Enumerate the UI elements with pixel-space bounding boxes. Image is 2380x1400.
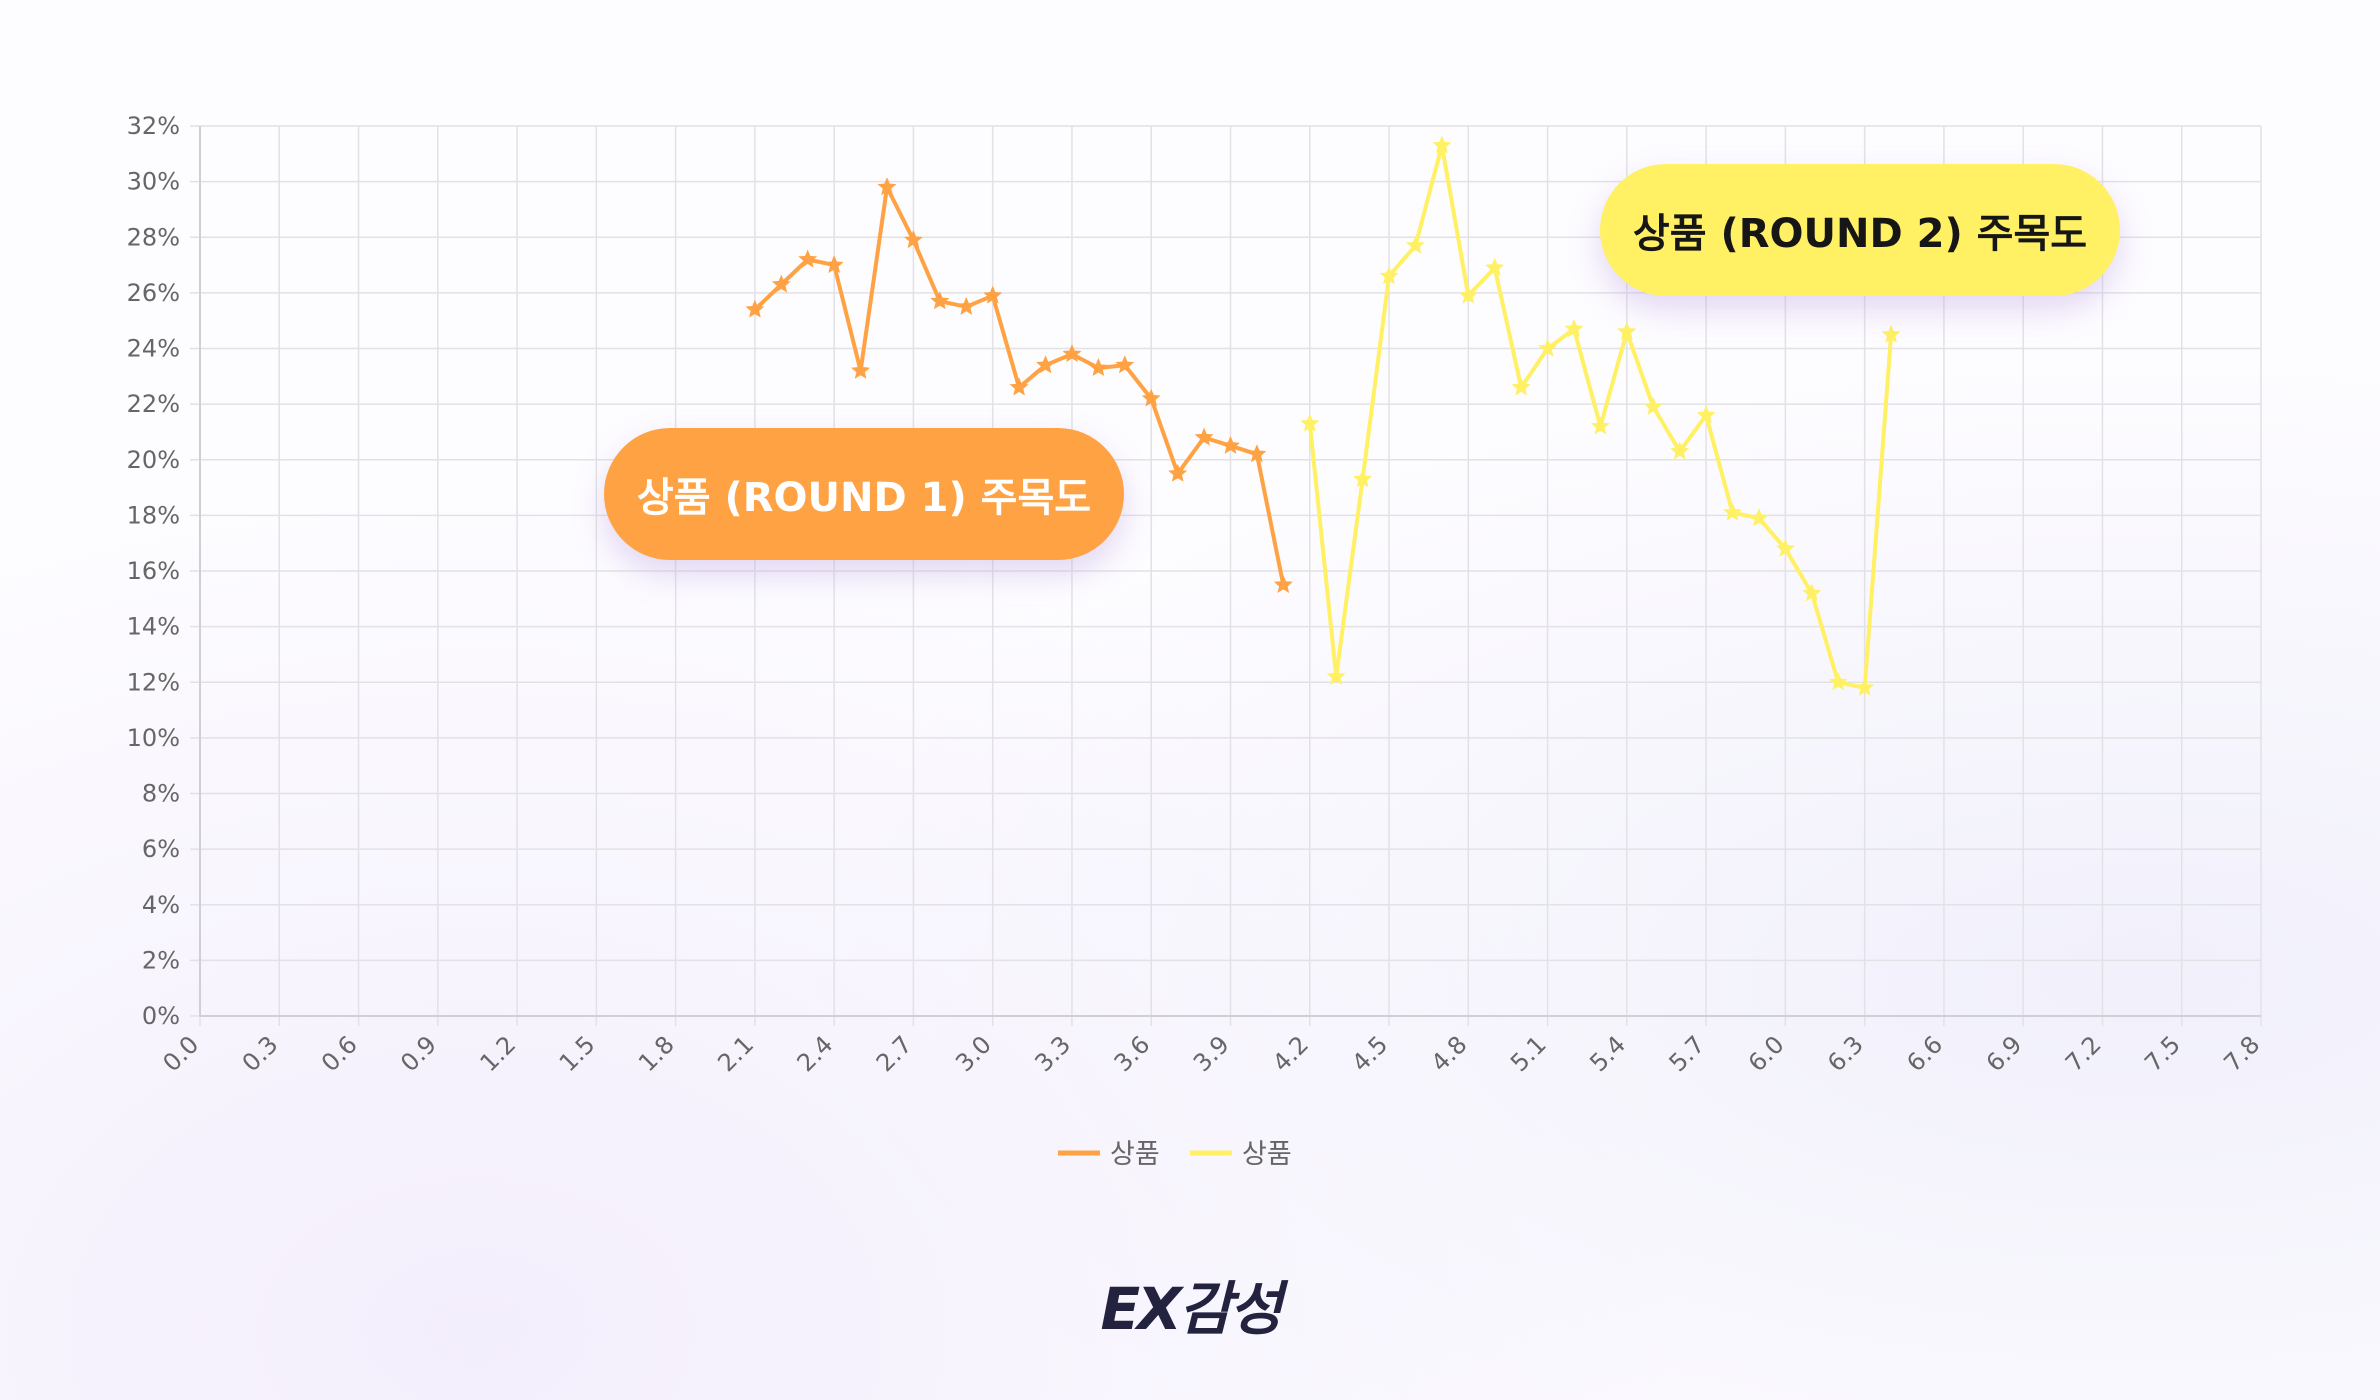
y-tick-label: 0% — [142, 1002, 180, 1030]
x-tick-label: 3.3 — [1029, 1030, 1076, 1077]
series-1-point — [1062, 344, 1082, 363]
y-tick-label: 12% — [127, 668, 180, 696]
round-2-attention-callout: 상품 (ROUND 2) 주목도 — [1600, 164, 2120, 296]
y-tick-label: 24% — [127, 335, 180, 363]
series-2-point — [1432, 135, 1452, 154]
x-tick-label: 1.2 — [475, 1030, 522, 1077]
series-2-point — [1617, 321, 1637, 340]
series-1-point — [745, 299, 765, 318]
series-2-point — [1326, 666, 1346, 685]
y-tick-label: 22% — [127, 390, 180, 418]
series-2-point — [1406, 235, 1425, 254]
series-1-point — [771, 274, 791, 293]
series-2-point — [1538, 338, 1558, 357]
series-2-point — [1485, 257, 1505, 276]
series-1-point — [903, 230, 923, 249]
x-tick-label: 1.8 — [633, 1030, 680, 1077]
y-tick-label: 26% — [127, 279, 180, 307]
x-tick-label: 6.3 — [1822, 1030, 1869, 1077]
round-1-attention-callout: 상품 (ROUND 1) 주목도 — [604, 428, 1124, 560]
series-1-point — [1247, 444, 1267, 463]
x-tick-label: 3.9 — [1188, 1030, 1235, 1077]
x-tick-label: 3.0 — [950, 1030, 997, 1077]
series-1-point — [930, 291, 950, 310]
y-tick-label: 6% — [142, 835, 180, 863]
series-2-point — [1881, 324, 1901, 343]
y-tick-label: 8% — [142, 780, 180, 808]
y-tick-label: 18% — [127, 501, 180, 529]
series-2-point — [1458, 285, 1478, 304]
x-tick-label: 6.0 — [1743, 1030, 1790, 1077]
y-tick-label: 14% — [127, 613, 180, 641]
x-tick-label: 6.6 — [1901, 1030, 1948, 1077]
x-tick-label: 4.2 — [1267, 1030, 1314, 1077]
x-tick-label: 3.6 — [1109, 1030, 1156, 1077]
brand-logo: EX감성 — [1100, 1275, 1282, 1343]
x-tick-label: 2.7 — [871, 1030, 918, 1077]
x-tick-label: 0.0 — [157, 1030, 204, 1077]
x-tick-label: 4.5 — [1346, 1030, 1393, 1077]
y-tick-label: 20% — [127, 446, 180, 474]
series-1-point — [1009, 377, 1029, 396]
x-tick-label: 2.4 — [792, 1030, 839, 1077]
series-1-point — [1115, 355, 1135, 374]
legend-label: 상품 — [1242, 1139, 1292, 1170]
y-tick-label: 2% — [142, 946, 180, 974]
series-lines — [745, 135, 1901, 696]
series-1-point — [1168, 463, 1188, 482]
x-tick-label: 0.6 — [316, 1030, 363, 1077]
y-tick-label: 32% — [127, 112, 180, 140]
y-tick-label: 16% — [127, 557, 180, 585]
series-2-point — [1300, 413, 1320, 432]
series-1-point — [983, 285, 1003, 304]
series-1-point — [956, 296, 976, 315]
series-1-point — [798, 249, 818, 268]
series-2-point — [1802, 583, 1822, 602]
x-tick-label: 0.9 — [395, 1030, 442, 1077]
series-1-point — [1036, 355, 1055, 374]
series-2-point — [1590, 416, 1610, 435]
legend-item-2[interactable]: 상품 — [1190, 1139, 1292, 1170]
series-2-point — [1828, 672, 1848, 691]
x-tick-label: 5.7 — [1664, 1030, 1711, 1077]
series-2-point — [1511, 377, 1531, 396]
series-2-point — [1379, 266, 1399, 285]
x-tick-label: 6.9 — [1981, 1030, 2028, 1077]
series-1-point — [1088, 358, 1108, 376]
series-1-point — [1141, 388, 1161, 407]
series-2-point — [1723, 502, 1742, 521]
x-tick-label: 5.4 — [1584, 1030, 1631, 1077]
series-2-point — [1670, 441, 1690, 460]
series-1-point — [1194, 427, 1214, 446]
series-2-point — [1775, 538, 1795, 557]
y-tick-label: 30% — [127, 168, 180, 196]
y-tick-label: 28% — [127, 223, 180, 251]
series-2-point — [1643, 396, 1663, 415]
series-1-point — [851, 360, 871, 379]
legend-label: 상품 — [1110, 1139, 1160, 1170]
x-tick-label: 7.8 — [2218, 1030, 2265, 1077]
x-tick-label: 2.1 — [712, 1030, 759, 1077]
legend: 상품 상품 — [1058, 1139, 1292, 1170]
series-1-point — [824, 255, 844, 274]
series-1-point — [1221, 435, 1240, 454]
x-tick-label: 7.5 — [2139, 1030, 2186, 1077]
x-tick-label: 1.5 — [554, 1030, 601, 1077]
series-2-point — [1564, 319, 1584, 338]
x-tick-label: 4.8 — [1426, 1030, 1473, 1077]
series-2-point — [1696, 405, 1716, 424]
y-tick-label: 10% — [127, 724, 180, 752]
legend-item-1[interactable]: 상품 — [1058, 1139, 1160, 1170]
series-2-point — [1749, 508, 1769, 527]
x-tick-label: 5.1 — [1505, 1030, 1552, 1077]
series-2-point — [1353, 469, 1373, 488]
series-2-point — [1855, 677, 1875, 696]
x-tick-label: 7.2 — [2060, 1030, 2107, 1077]
series-1-point — [1273, 574, 1293, 593]
x-tick-label: 0.3 — [237, 1030, 284, 1077]
y-tick-label: 4% — [142, 891, 180, 919]
series-1-point — [877, 177, 897, 196]
